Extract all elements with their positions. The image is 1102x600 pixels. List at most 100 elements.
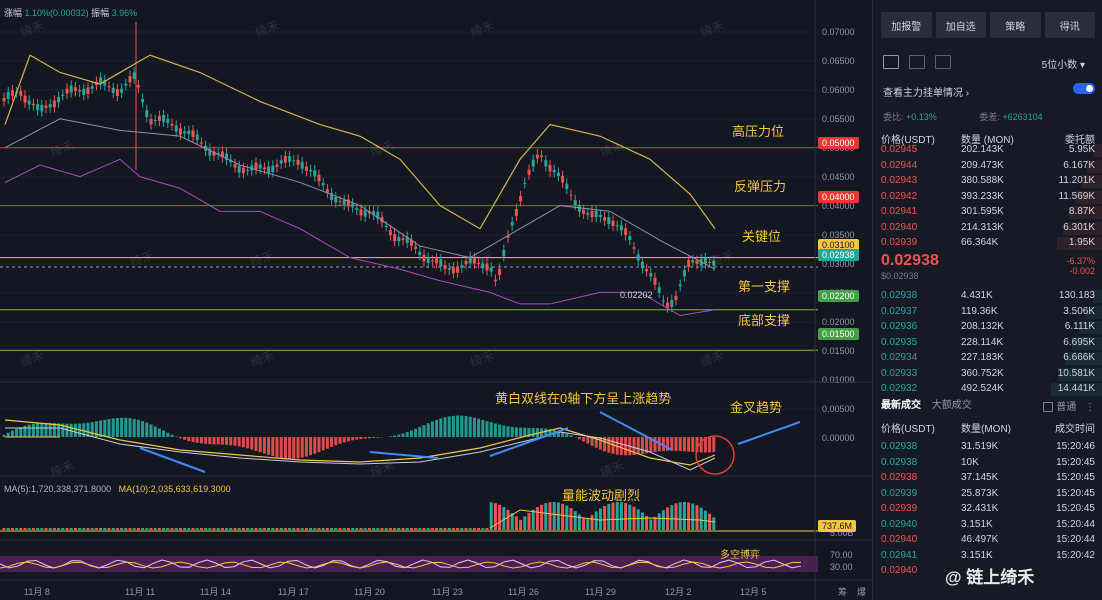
trade-row[interactable]: 0.02938 31.519K 15:20:46 <box>873 441 1102 454</box>
macd-bar <box>426 423 430 437</box>
volume-bar <box>485 528 489 530</box>
candle-body <box>237 165 241 173</box>
volume-bar <box>691 503 695 530</box>
volume-bar <box>523 516 527 530</box>
bid-row[interactable]: 0.02934 227.183K 6.666K <box>873 352 1102 365</box>
qty-cell: 228.114K <box>961 336 1004 348</box>
trade-row[interactable]: 0.02941 3.151K 15:20:42 <box>873 550 1102 563</box>
depth-toggle[interactable] <box>1073 83 1095 94</box>
candlestick-chart[interactable]: 0.07000 0.06500 0.06000 0.05500 0.05000 0.045… <box>0 0 872 600</box>
tab-latest-trades[interactable]: 最新成交 <box>881 400 921 411</box>
macd-bar <box>86 422 90 437</box>
bids-only-icon[interactable] <box>909 55 925 69</box>
volume-bar <box>619 502 623 530</box>
news-button[interactable]: 得讯 <box>1044 12 1095 38</box>
ask-row[interactable]: 0.02939 66.364K 1.95K <box>873 237 1102 250</box>
price-tick: 0.06500 <box>822 56 855 66</box>
ask-row[interactable]: 0.02943 380.588K 11.201K <box>873 175 1102 188</box>
volume-bar <box>170 528 174 530</box>
checkbox[interactable] <box>1043 402 1054 413</box>
candle-body <box>359 209 363 216</box>
orderbook-header: 价格(USDT) 数量 (MON) 委托额 <box>873 131 1102 146</box>
candle-body <box>523 183 527 185</box>
macd-bar <box>687 437 691 452</box>
qty-cell: 31.519K <box>961 441 999 452</box>
volume-bar <box>624 502 628 530</box>
bid-row[interactable]: 0.02938 4.431K 130.183 <box>873 290 1102 303</box>
macd-bar <box>94 421 98 437</box>
volume-bar <box>464 528 468 530</box>
volume-bar <box>607 503 611 530</box>
volume-bar <box>107 528 111 530</box>
trade-row[interactable]: 0.02938 37.145K 15:20:45 <box>873 472 1102 485</box>
bid-row[interactable]: 0.02936 208.132K 6.111K <box>873 321 1102 334</box>
candle-body <box>615 225 619 227</box>
candle-body <box>124 83 128 86</box>
amount-cell: 15:20:44 <box>1056 534 1095 545</box>
trade-row[interactable]: 0.02940 <box>873 565 1102 578</box>
trade-row[interactable]: 0.02940 3.151K 15:20:44 <box>873 519 1102 532</box>
tab-big-trades[interactable]: 大额成交 <box>931 400 972 411</box>
macd-bar <box>619 437 623 456</box>
ask-row[interactable]: 0.02944 209.473K 6.167K <box>873 159 1102 173</box>
price-tick: 0.05500 <box>822 114 855 124</box>
trade-row[interactable]: 0.02940 46.497K 15:20:44 <box>873 534 1102 547</box>
more-icon[interactable]: ⋮ <box>1085 402 1095 413</box>
volume-bar <box>145 528 149 530</box>
volume-bar <box>552 502 556 530</box>
ask-row[interactable]: 0.02942 393.233K 11.569K <box>873 190 1102 204</box>
decimals-select[interactable]: 5位小数 ▾ <box>1041 60 1085 71</box>
bid-row[interactable]: 0.02933 360.752K 10.581K <box>873 367 1102 381</box>
macd-bar <box>296 437 300 459</box>
candle-body <box>632 247 636 249</box>
volume-bar <box>661 510 665 530</box>
candle-body <box>712 260 716 266</box>
ask-row[interactable]: 0.02940 214.313K 6.301K <box>873 221 1102 235</box>
volume-bar <box>670 505 674 530</box>
bid-row[interactable]: 0.02935 228.114K 6.695K <box>873 336 1102 350</box>
price-cell: 0.02938 <box>881 441 918 452</box>
asks-only-icon[interactable] <box>935 55 951 69</box>
bid-row[interactable]: 0.02932 492.524K 14.441K <box>873 383 1102 396</box>
qty-cell: 393.233K <box>961 190 1004 202</box>
volume-bar <box>275 528 279 530</box>
candle-body <box>678 284 682 287</box>
chart-area[interactable]: 0.07000 0.06500 0.06000 0.05500 0.05000 0.045… <box>0 0 872 600</box>
macd-bar <box>52 423 56 437</box>
trade-row[interactable]: 0.02939 25.873K 15:20:45 <box>873 488 1102 501</box>
level-label-bottom-support: 底部支撑 <box>738 313 791 328</box>
volume-bar <box>157 528 161 530</box>
candle-body <box>162 115 166 122</box>
amount-cell: 10.581K <box>1057 367 1095 379</box>
trend-arrow <box>369 451 439 459</box>
trade-row[interactable]: 0.02939 32.431K 15:20:45 <box>873 503 1102 516</box>
ask-row[interactable]: 0.02941 301.595K 8.87K <box>873 206 1102 219</box>
add-favorite-button[interactable]: 加自选 <box>935 12 986 38</box>
volume-bar <box>267 528 271 530</box>
ask-row[interactable]: 0.02945 202.143K 5.95K <box>873 144 1102 157</box>
candle-body <box>86 87 90 95</box>
add-alert-button[interactable]: 加报警 <box>881 12 932 38</box>
trade-row[interactable]: 0.02938 10K 15:20:45 <box>873 457 1102 470</box>
both-sides-icon[interactable] <box>883 55 899 69</box>
depth-bar <box>1063 221 1102 235</box>
price-tick: 0.01500 <box>822 346 855 356</box>
candle-body <box>624 228 628 236</box>
candle-body <box>128 75 132 83</box>
candle-body <box>321 183 325 186</box>
candle-body <box>401 238 405 241</box>
candle-body <box>493 279 497 282</box>
normal-filter[interactable]: 普通 ⋮ <box>1043 398 1095 413</box>
macd-bar <box>506 426 510 437</box>
bid-row[interactable]: 0.02937 119.36K 3.506K <box>873 305 1102 319</box>
macd-bar <box>561 432 565 437</box>
depth-link[interactable]: 查看主力挂单情况 › <box>883 88 970 99</box>
macd-bar <box>183 437 187 440</box>
macd-bar <box>548 429 552 437</box>
candle-body <box>174 125 178 132</box>
macd-bar <box>6 432 10 437</box>
macd-bar <box>430 421 434 437</box>
candle-body <box>561 175 565 183</box>
strategy-button[interactable]: 策略 <box>990 12 1041 38</box>
qty-cell: 66.364K <box>961 237 999 248</box>
